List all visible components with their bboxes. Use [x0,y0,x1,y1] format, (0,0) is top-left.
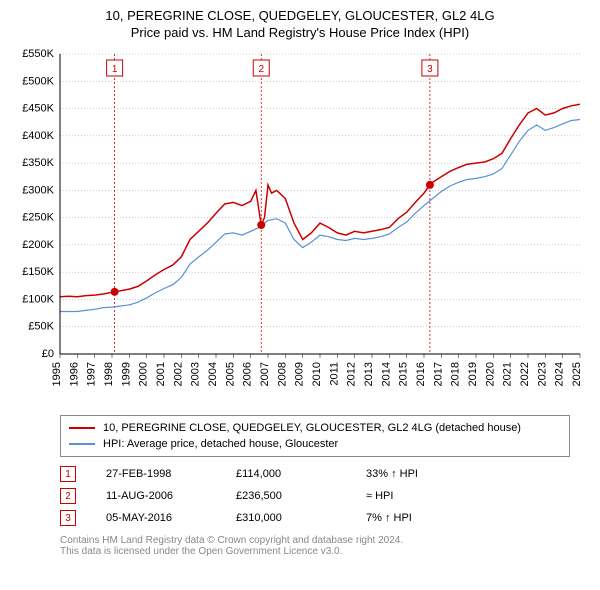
svg-text:2019: 2019 [467,362,479,386]
svg-text:2004: 2004 [207,362,219,386]
chart-container: 10, PEREGRINE CLOSE, QUEDGELEY, GLOUCEST… [0,0,600,567]
svg-text:2008: 2008 [276,362,288,386]
svg-text:2024: 2024 [554,362,566,386]
svg-text:2009: 2009 [294,362,306,386]
svg-text:£100K: £100K [22,293,54,305]
svg-text:£50K: £50K [28,321,54,333]
svg-text:£150K: £150K [22,266,54,278]
svg-text:2006: 2006 [242,362,254,386]
svg-text:£200K: £200K [22,239,54,251]
svg-text:2017: 2017 [432,362,444,386]
marker-badge-0: 1 [60,466,76,482]
svg-text:2014: 2014 [380,362,392,386]
svg-text:£300K: £300K [22,184,54,196]
svg-text:2025: 2025 [571,362,583,386]
legend-label-1: HPI: Average price, detached house, Glou… [103,438,338,450]
marker-note-0: 33% ↑ HPI [366,468,466,480]
svg-text:2016: 2016 [415,362,427,386]
legend-item-0: 10, PEREGRINE CLOSE, QUEDGELEY, GLOUCEST… [69,420,561,436]
marker-price-0: £114,000 [236,468,336,480]
svg-text:£250K: £250K [22,212,54,224]
legend-label-0: 10, PEREGRINE CLOSE, QUEDGELEY, GLOUCEST… [103,422,521,434]
svg-text:2020: 2020 [484,362,496,386]
svg-text:£400K: £400K [22,130,54,142]
marker-date-0: 27-FEB-1998 [106,468,206,480]
title-block: 10, PEREGRINE CLOSE, QUEDGELEY, GLOUCEST… [10,8,590,40]
svg-text:2022: 2022 [519,362,531,386]
svg-text:2018: 2018 [450,362,462,386]
line-chart-svg: £0 £50K £100K £150K £200K £250K £300K £350K £400… [10,44,590,404]
title-line1: 10, PEREGRINE CLOSE, QUEDGELEY, GLOUCEST… [10,8,590,23]
marker-row-0: 1 27-FEB-1998 £114,000 33% ↑ HPI [60,463,570,485]
marker-row-2: 3 05-MAY-2016 £310,000 7% ↑ HPI [60,507,570,529]
legend-item-1: HPI: Average price, detached house, Glou… [69,436,561,452]
svg-text:£550K: £550K [22,48,54,60]
marker-badge-2: 3 [60,510,76,526]
svg-text:2011: 2011 [328,362,340,386]
svg-text:£350K: £350K [22,157,54,169]
svg-text:2000: 2000 [138,362,150,386]
svg-text:2001: 2001 [155,362,167,386]
marker-row-1: 2 11-AUG-2006 £236,500 ≈ HPI [60,485,570,507]
marker-note-2: 7% ↑ HPI [366,512,466,524]
svg-text:2007: 2007 [259,362,271,386]
svg-text:£500K: £500K [22,75,54,87]
marker-note-1: ≈ HPI [366,490,466,502]
legend: 10, PEREGRINE CLOSE, QUEDGELEY, GLOUCEST… [60,415,570,457]
marker-date-2: 05-MAY-2016 [106,512,206,524]
svg-text:£450K: £450K [22,103,54,115]
legend-swatch-1 [69,443,95,445]
marker-badge-1: 2 [60,488,76,504]
marker-price-1: £236,500 [236,490,336,502]
title-line2: Price paid vs. HM Land Registry's House … [10,25,590,40]
footnote: Contains HM Land Registry data © Crown c… [60,535,570,557]
svg-text:1995: 1995 [51,362,63,386]
svg-text:£0: £0 [42,348,54,360]
chart-area: £0 £50K £100K £150K £200K £250K £300K £350K £400… [10,44,590,409]
svg-text:2013: 2013 [363,362,375,386]
svg-text:3: 3 [427,64,433,75]
legend-swatch-0 [69,427,95,429]
footnote-line2: This data is licensed under the Open Gov… [60,546,570,557]
svg-text:2003: 2003 [190,362,202,386]
sale-markers-table: 1 27-FEB-1998 £114,000 33% ↑ HPI 2 11-AU… [60,463,570,529]
svg-text:2012: 2012 [346,362,358,386]
svg-text:2: 2 [258,64,264,75]
svg-text:1999: 1999 [120,362,132,386]
svg-text:2005: 2005 [224,362,236,386]
svg-text:1997: 1997 [86,362,98,386]
svg-text:2023: 2023 [536,362,548,386]
svg-text:2002: 2002 [172,362,184,386]
marker-date-1: 11-AUG-2006 [106,490,206,502]
svg-text:1: 1 [112,64,118,75]
svg-text:2021: 2021 [502,362,514,386]
marker-price-2: £310,000 [236,512,336,524]
svg-text:1998: 1998 [103,362,115,386]
footnote-line1: Contains HM Land Registry data © Crown c… [60,535,570,546]
svg-text:2010: 2010 [311,362,323,386]
svg-text:1996: 1996 [68,362,80,386]
svg-text:2015: 2015 [398,362,410,386]
